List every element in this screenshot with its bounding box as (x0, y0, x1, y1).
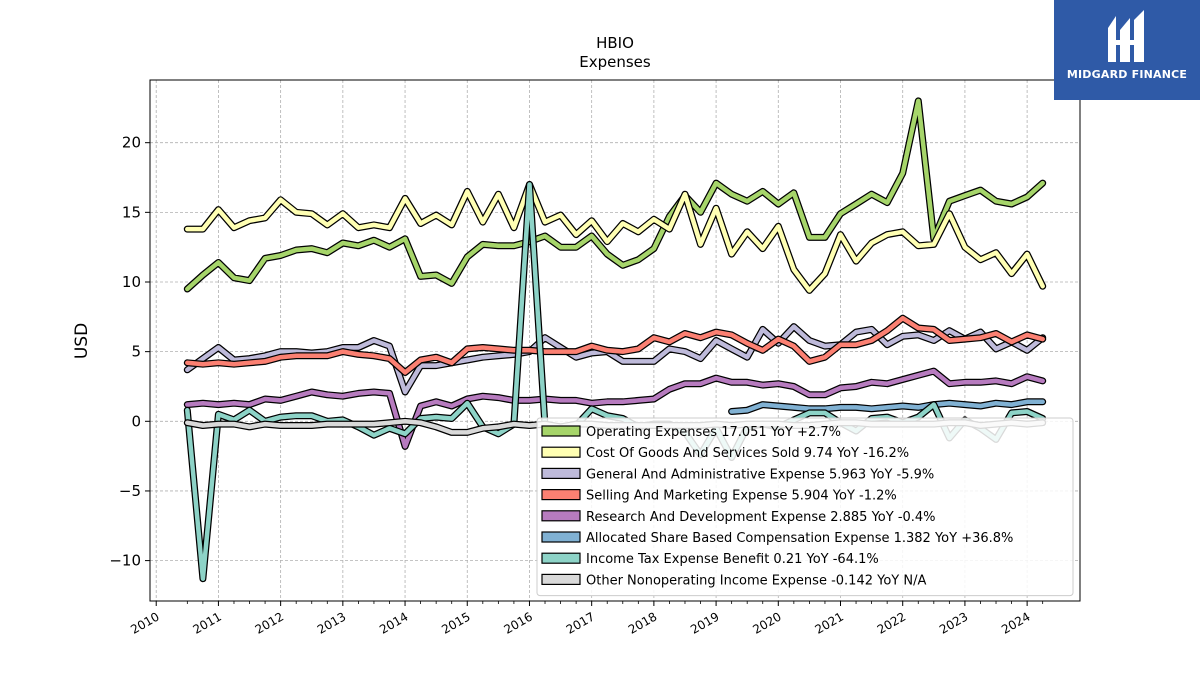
series-line (185, 368, 1045, 449)
series-selling-and-marketing-expense (183, 314, 1047, 376)
legend-label: Operating Expenses 17.051 YoY +2.7% (586, 425, 841, 440)
y-tick-label: 10 (122, 273, 141, 291)
legend-label: Allocated Share Based Compensation Expen… (586, 531, 1013, 546)
series-allocated-share-based-compensation-expense (728, 398, 1047, 415)
brand-emblem-icon (1108, 10, 1144, 62)
y-tick-label: 20 (122, 134, 141, 152)
legend-swatch (541, 510, 581, 522)
series-operating-expenses (183, 97, 1047, 293)
legend-label: Income Tax Expense Benefit 0.21 YoY -64.… (586, 552, 879, 567)
legend-label: Other Nonoperating Income Expense -0.142… (586, 573, 926, 588)
legend-swatch (541, 573, 581, 586)
y-tick-label: 15 (122, 203, 141, 221)
series-line (729, 399, 1045, 414)
series-research-and-development-expense (183, 367, 1047, 450)
legend-swatch (541, 467, 581, 479)
plot-frame (149, 79, 1081, 602)
legend-label: General And Administrative Expense 5.963… (586, 467, 934, 482)
y-tick-label: 0 (131, 412, 141, 430)
chart-title: HBIO (596, 34, 634, 52)
legend-box (536, 417, 1074, 597)
legend-swatch (541, 552, 581, 564)
chart-subtitle: Expenses (579, 53, 651, 71)
series-line (185, 182, 1045, 293)
series-general-and-administrative-expense (183, 323, 1047, 396)
legend-label: Selling And Marketing Expense 5.904 YoY … (586, 489, 897, 504)
legend-swatch (541, 531, 581, 543)
y-tick-label: −5 (119, 482, 141, 500)
series-line (185, 324, 1045, 395)
series-line (185, 98, 1045, 292)
legend-label: Research And Development Expense 2.885 Y… (586, 510, 936, 525)
legend-swatch (541, 489, 581, 501)
series-line (185, 315, 1045, 375)
series-cost-of-goods-and-services-sold (183, 181, 1047, 294)
y-axis-label: USD (72, 323, 92, 359)
brand-logo: MIDGARD FINANCE (1054, 0, 1200, 100)
legend-swatch (541, 425, 581, 437)
series-lines (183, 97, 1047, 583)
y-tick-label: −10 (109, 552, 141, 570)
legend-label: Cost Of Goods And Services Sold 9.74 YoY… (586, 446, 909, 461)
legend-swatch (541, 446, 581, 458)
brand-name: MIDGARD FINANCE (1066, 68, 1188, 81)
legend: Operating Expenses 17.051 YoY +2.7% Cost … (536, 417, 1074, 597)
y-tick-label: 5 (131, 343, 141, 361)
